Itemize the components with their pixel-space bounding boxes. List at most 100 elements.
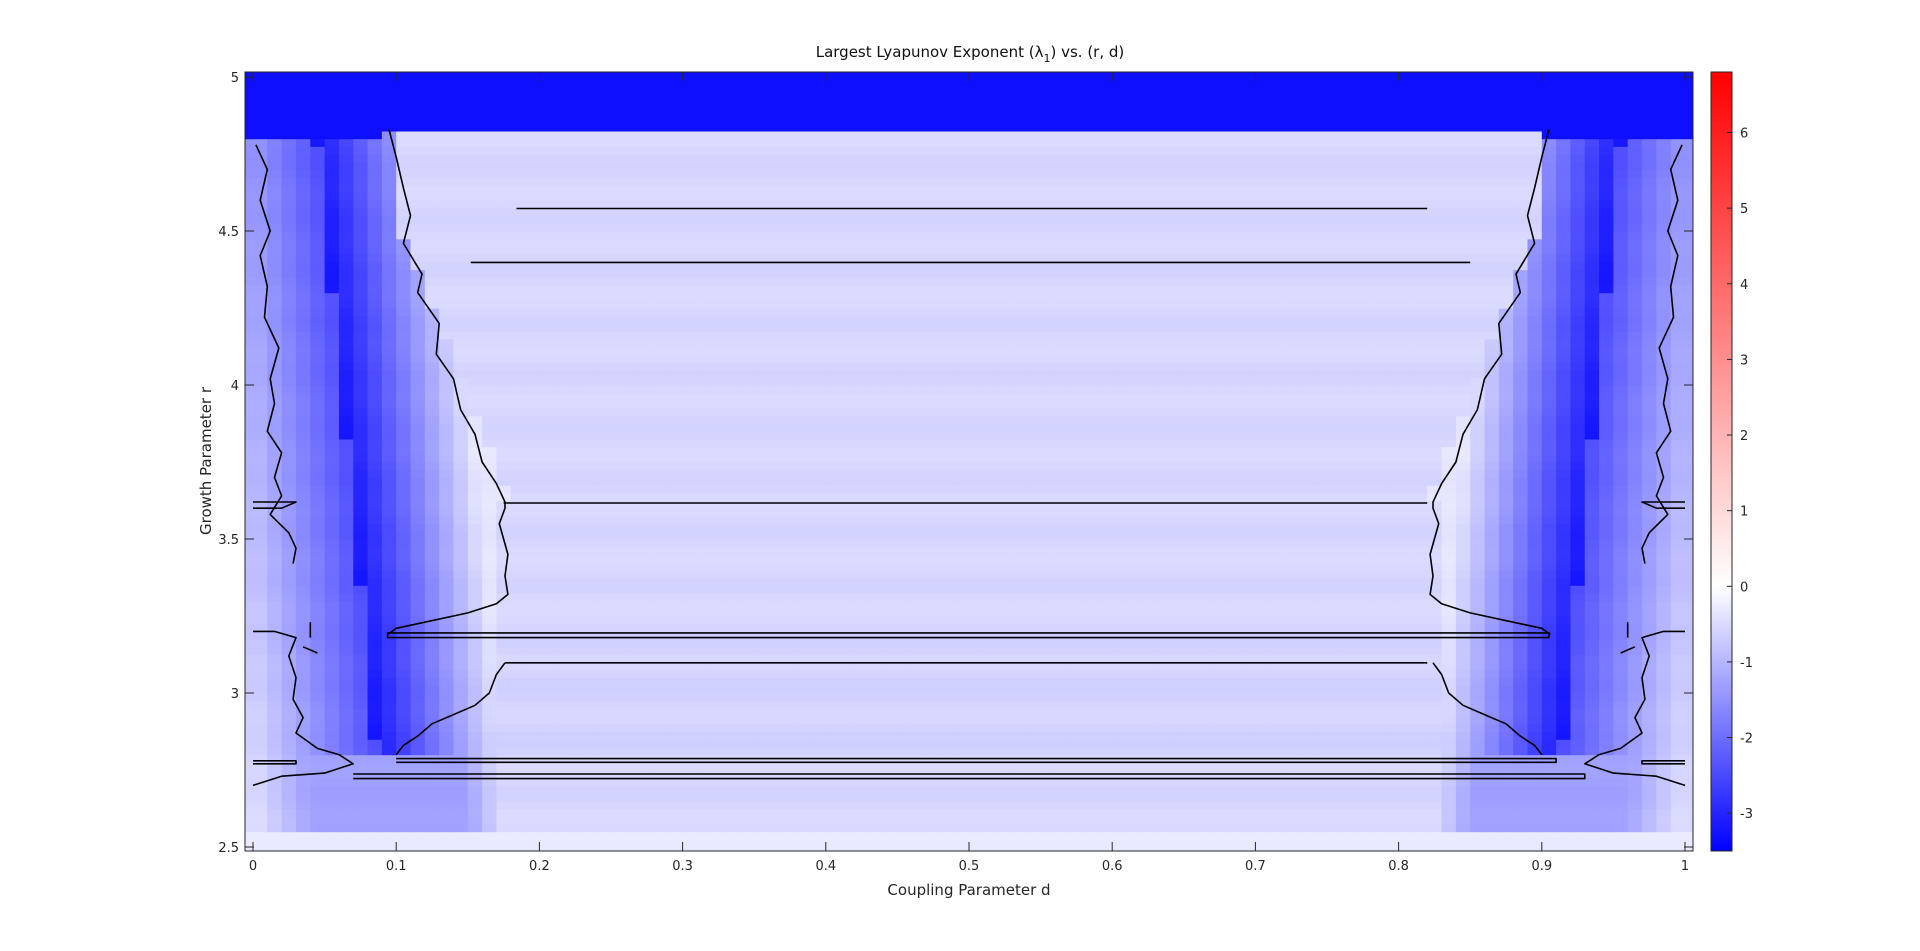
heatmap-cell bbox=[1327, 816, 1342, 825]
heatmap-cell bbox=[1455, 677, 1471, 686]
heatmap-cell bbox=[682, 554, 698, 563]
heatmap-cell bbox=[1069, 785, 1085, 794]
heatmap-cell bbox=[1140, 708, 1156, 717]
heatmap-cell bbox=[1054, 554, 1070, 563]
heatmap-cell bbox=[854, 585, 870, 594]
heatmap-cell bbox=[768, 462, 784, 471]
heatmap-cell bbox=[1312, 723, 1328, 733]
heatmap-cell bbox=[739, 777, 755, 786]
heatmap-cell bbox=[696, 539, 712, 548]
heatmap-cell bbox=[525, 616, 540, 625]
heatmap-cell bbox=[739, 677, 755, 686]
heatmap-cell bbox=[983, 646, 999, 656]
heatmap-cell bbox=[1427, 685, 1443, 694]
heatmap-cell bbox=[840, 485, 856, 494]
heatmap-cell bbox=[725, 823, 741, 833]
heatmap-cell bbox=[811, 839, 827, 851]
heatmap-cell bbox=[1241, 693, 1256, 702]
heatmap-cell bbox=[1198, 777, 1214, 786]
heatmap-cell bbox=[682, 831, 698, 840]
heatmap-cell bbox=[1484, 577, 1500, 586]
heatmap-cell bbox=[954, 700, 970, 709]
heatmap-cell bbox=[840, 739, 856, 748]
heatmap-cell bbox=[1427, 823, 1443, 833]
heatmap-cell bbox=[281, 685, 297, 694]
heatmap-cell bbox=[797, 716, 813, 725]
heatmap-cell bbox=[653, 508, 669, 517]
heatmap-cell bbox=[281, 739, 297, 748]
heatmap-cell bbox=[1455, 762, 1471, 771]
heatmap-cell bbox=[1298, 531, 1314, 540]
heatmap-cell bbox=[1384, 477, 1400, 486]
heatmap-cell bbox=[1155, 785, 1171, 794]
heatmap-cell bbox=[983, 669, 999, 679]
heatmap-cell bbox=[1470, 808, 1486, 817]
heatmap-cell bbox=[1341, 716, 1357, 725]
heatmap-cell bbox=[1341, 608, 1357, 617]
heatmap-cell bbox=[1527, 500, 1543, 509]
heatmap-cell bbox=[338, 546, 354, 555]
heatmap-cell bbox=[1126, 500, 1142, 509]
heatmap-cell bbox=[1241, 839, 1256, 851]
heatmap-cell bbox=[1441, 739, 1457, 748]
heatmap-cell bbox=[1054, 654, 1070, 663]
heatmap-cell bbox=[1398, 685, 1414, 694]
heatmap-cell bbox=[1054, 585, 1070, 594]
heatmap-cell bbox=[424, 539, 440, 548]
heatmap-cell bbox=[854, 708, 870, 717]
heatmap-cell bbox=[1040, 662, 1056, 671]
heatmap-cell bbox=[696, 793, 712, 802]
heatmap-cell bbox=[1369, 469, 1385, 478]
heatmap-cell bbox=[1412, 746, 1428, 756]
heatmap-cell bbox=[245, 770, 268, 779]
heatmap-cell bbox=[324, 816, 340, 825]
heatmap-cell bbox=[1599, 816, 1614, 825]
heatmap-cell bbox=[1470, 677, 1486, 686]
heatmap-cell bbox=[897, 631, 913, 640]
heatmap-cell bbox=[596, 785, 612, 794]
heatmap-cell bbox=[1255, 700, 1271, 709]
heatmap-cell bbox=[1398, 623, 1414, 632]
heatmap-cell bbox=[1069, 839, 1085, 851]
heatmap-cell bbox=[539, 508, 555, 517]
heatmap-cell bbox=[954, 793, 970, 802]
heatmap-cell bbox=[582, 631, 598, 640]
heatmap-cell bbox=[1670, 677, 1693, 686]
heatmap-cell bbox=[1670, 723, 1693, 733]
heatmap-cell bbox=[739, 662, 755, 671]
heatmap-cell bbox=[439, 523, 455, 532]
heatmap-cell bbox=[1642, 746, 1657, 756]
heatmap-cell bbox=[596, 646, 612, 656]
heatmap-cell bbox=[969, 469, 984, 478]
heatmap-cell bbox=[1527, 646, 1543, 656]
heatmap-cell bbox=[1327, 831, 1342, 840]
heatmap-cell bbox=[725, 654, 741, 663]
heatmap-cell bbox=[1112, 515, 1128, 525]
heatmap-cell bbox=[1369, 639, 1385, 648]
heatmap-cell bbox=[1083, 546, 1099, 555]
heatmap-cell bbox=[381, 731, 397, 740]
heatmap-cell bbox=[1369, 562, 1385, 571]
heatmap-cell bbox=[424, 785, 440, 794]
heatmap-cell bbox=[1169, 639, 1185, 648]
heatmap-cell bbox=[1097, 546, 1113, 555]
heatmap-cell bbox=[510, 477, 526, 486]
heatmap-cell bbox=[582, 777, 598, 786]
heatmap-cell bbox=[653, 577, 669, 586]
heatmap-cell bbox=[267, 631, 283, 640]
heatmap-cell bbox=[797, 831, 813, 840]
heatmap-cell bbox=[1298, 546, 1314, 555]
heatmap-cell bbox=[883, 800, 898, 810]
heatmap-cell bbox=[854, 631, 870, 640]
heatmap-cell bbox=[467, 523, 483, 532]
heatmap-cell bbox=[611, 816, 626, 825]
heatmap-cell bbox=[768, 539, 784, 548]
heatmap-cell bbox=[768, 508, 784, 517]
heatmap-cell bbox=[1599, 716, 1614, 725]
heatmap-cell bbox=[467, 492, 483, 502]
heatmap-cell bbox=[1613, 646, 1629, 656]
heatmap-cell bbox=[825, 616, 841, 625]
heatmap-cell bbox=[1613, 492, 1629, 502]
heatmap-cell bbox=[1169, 585, 1185, 594]
heatmap-cell bbox=[639, 646, 655, 656]
